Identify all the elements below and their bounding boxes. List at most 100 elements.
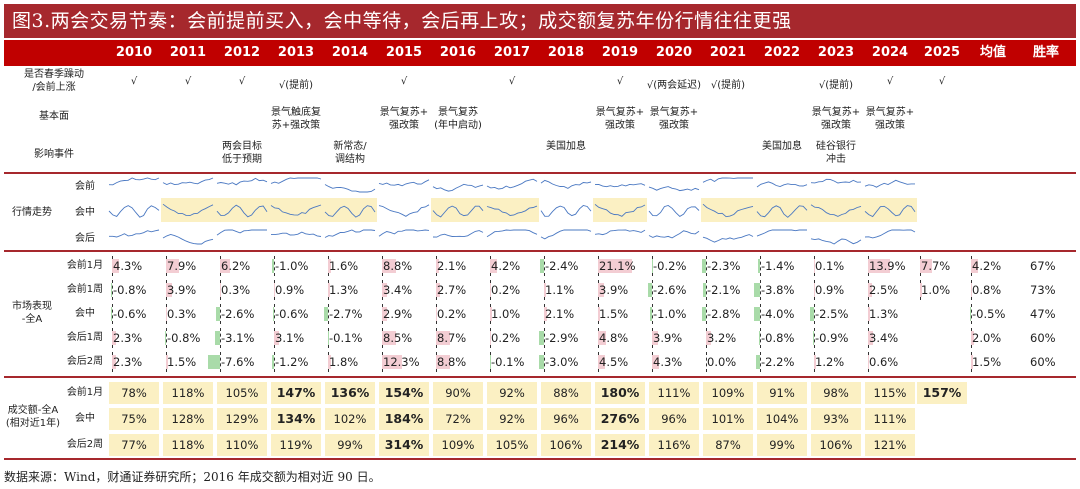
fundamental-note: 景气复苏 (年中启动) — [434, 107, 482, 131]
market-bar — [868, 259, 891, 273]
header-year: 2010 — [115, 45, 153, 60]
market-value: 1.6% — [329, 259, 359, 273]
volume-cell-bg — [865, 408, 915, 430]
market-axis — [220, 352, 221, 372]
volume-cell-bg — [865, 382, 915, 404]
row-label-market-period: 会后1周 — [66, 332, 104, 343]
event-note: 两会目标 低于预期 — [222, 141, 262, 165]
market-bar — [382, 259, 397, 273]
market-value: -1.0% — [275, 259, 309, 273]
volume-cell-bg — [109, 434, 159, 456]
volume-value: 118% — [171, 386, 205, 400]
market-axis — [706, 304, 707, 324]
trend-sparkline — [810, 178, 862, 184]
market-value: -0.2% — [653, 259, 687, 273]
trend-sparkline — [486, 178, 538, 190]
market-bar — [328, 259, 331, 273]
header-year: 2012 — [223, 45, 261, 60]
market-bar — [814, 283, 816, 297]
volume-value: 105% — [225, 386, 259, 400]
trend-sparkline — [216, 177, 268, 186]
market-axis — [760, 352, 761, 372]
market-bar — [436, 283, 441, 297]
mid-highlight — [161, 198, 377, 222]
section-market: 市场表现 -全A 会前1月 会前1周 会中 会后1周 会后2周 4.3% 7.9% 6.2% -1… — [4, 252, 1076, 376]
row-label-volume-period: 会后2周 — [66, 439, 104, 450]
volume-value: 87% — [715, 438, 741, 452]
market-bar — [810, 307, 814, 321]
trend-sparkline — [864, 179, 915, 188]
header-year: 2014 — [331, 45, 369, 60]
market-value: -2.3% — [707, 259, 741, 273]
trend-sparkline — [109, 229, 160, 238]
fundamental-note: 景气触底复 苏+强改策 — [271, 107, 321, 131]
volume-cell-bg — [379, 382, 429, 404]
market-axis — [760, 328, 761, 348]
market-value: -3.0% — [545, 355, 579, 369]
market-value: 1.3% — [869, 307, 899, 321]
market-bar — [164, 331, 166, 345]
market-bar — [970, 307, 971, 321]
market-value: 4.2% — [972, 259, 1002, 273]
market-bar — [598, 283, 605, 297]
market-value: 4.2% — [491, 259, 521, 273]
market-bar — [753, 283, 760, 297]
volume-cell-bg — [757, 382, 807, 404]
volume-value: 157% — [922, 385, 962, 400]
market-bar — [598, 307, 601, 321]
row-label-trend-mid: 会中 — [75, 207, 95, 218]
volume-value: 111% — [657, 386, 691, 400]
volume-value: 99% — [769, 438, 795, 452]
trend-sparkline — [324, 229, 376, 238]
market-axis — [760, 304, 761, 324]
trend-sparkline — [594, 204, 646, 217]
market-axis — [112, 304, 113, 324]
market-bar — [274, 331, 279, 345]
header-year: 胜率 — [1032, 45, 1059, 60]
market-bar — [539, 355, 544, 369]
market-bar — [756, 355, 760, 369]
trend-sparkline — [702, 234, 754, 243]
volume-cell-bg — [757, 408, 807, 430]
volume-cell-bg — [109, 382, 159, 404]
market-bar — [207, 355, 220, 369]
market-bar — [166, 283, 173, 297]
market-axis — [814, 304, 815, 324]
market-value: 3.9% — [653, 331, 683, 345]
volume-cell-bg — [433, 382, 483, 404]
volume-cell-bg — [595, 434, 645, 456]
event-note: 美国加息 — [546, 141, 586, 152]
volume-value: 128% — [171, 412, 205, 426]
market-value: 0.6% — [869, 355, 899, 369]
market-value: -1.0% — [653, 307, 687, 321]
volume-cell-bg — [325, 408, 375, 430]
market-bar — [436, 355, 451, 369]
market-value: -1.2% — [275, 355, 309, 369]
volume-cell-bg — [649, 434, 699, 456]
volume-cell-bg — [811, 382, 861, 404]
market-value: 0.8% — [972, 283, 1002, 297]
volume-cell-bg — [865, 434, 915, 456]
volume-cell-bg — [811, 408, 861, 430]
market-value: 1.2% — [815, 355, 845, 369]
volume-value: 72% — [445, 412, 471, 426]
market-value: 1.3% — [329, 283, 359, 297]
trend-sparkline — [864, 205, 916, 218]
market-bar — [971, 355, 974, 369]
market-bar — [274, 283, 276, 297]
market-value: 0.2% — [491, 283, 521, 297]
volume-cell-bg — [325, 434, 375, 456]
market-axis — [971, 304, 972, 324]
market-value: 8.5% — [383, 331, 413, 345]
divider — [4, 172, 1076, 174]
market-value: 3.9% — [167, 283, 197, 297]
trend-sparkline — [702, 203, 754, 218]
market-axis — [274, 304, 275, 324]
market-bar — [540, 259, 544, 273]
market-value: -2.1% — [707, 283, 741, 297]
market-bar — [436, 259, 440, 273]
header-year: 2020 — [655, 45, 693, 60]
market-value: 3.4% — [383, 283, 413, 297]
market-bar — [273, 307, 274, 321]
market-bar — [215, 307, 220, 321]
